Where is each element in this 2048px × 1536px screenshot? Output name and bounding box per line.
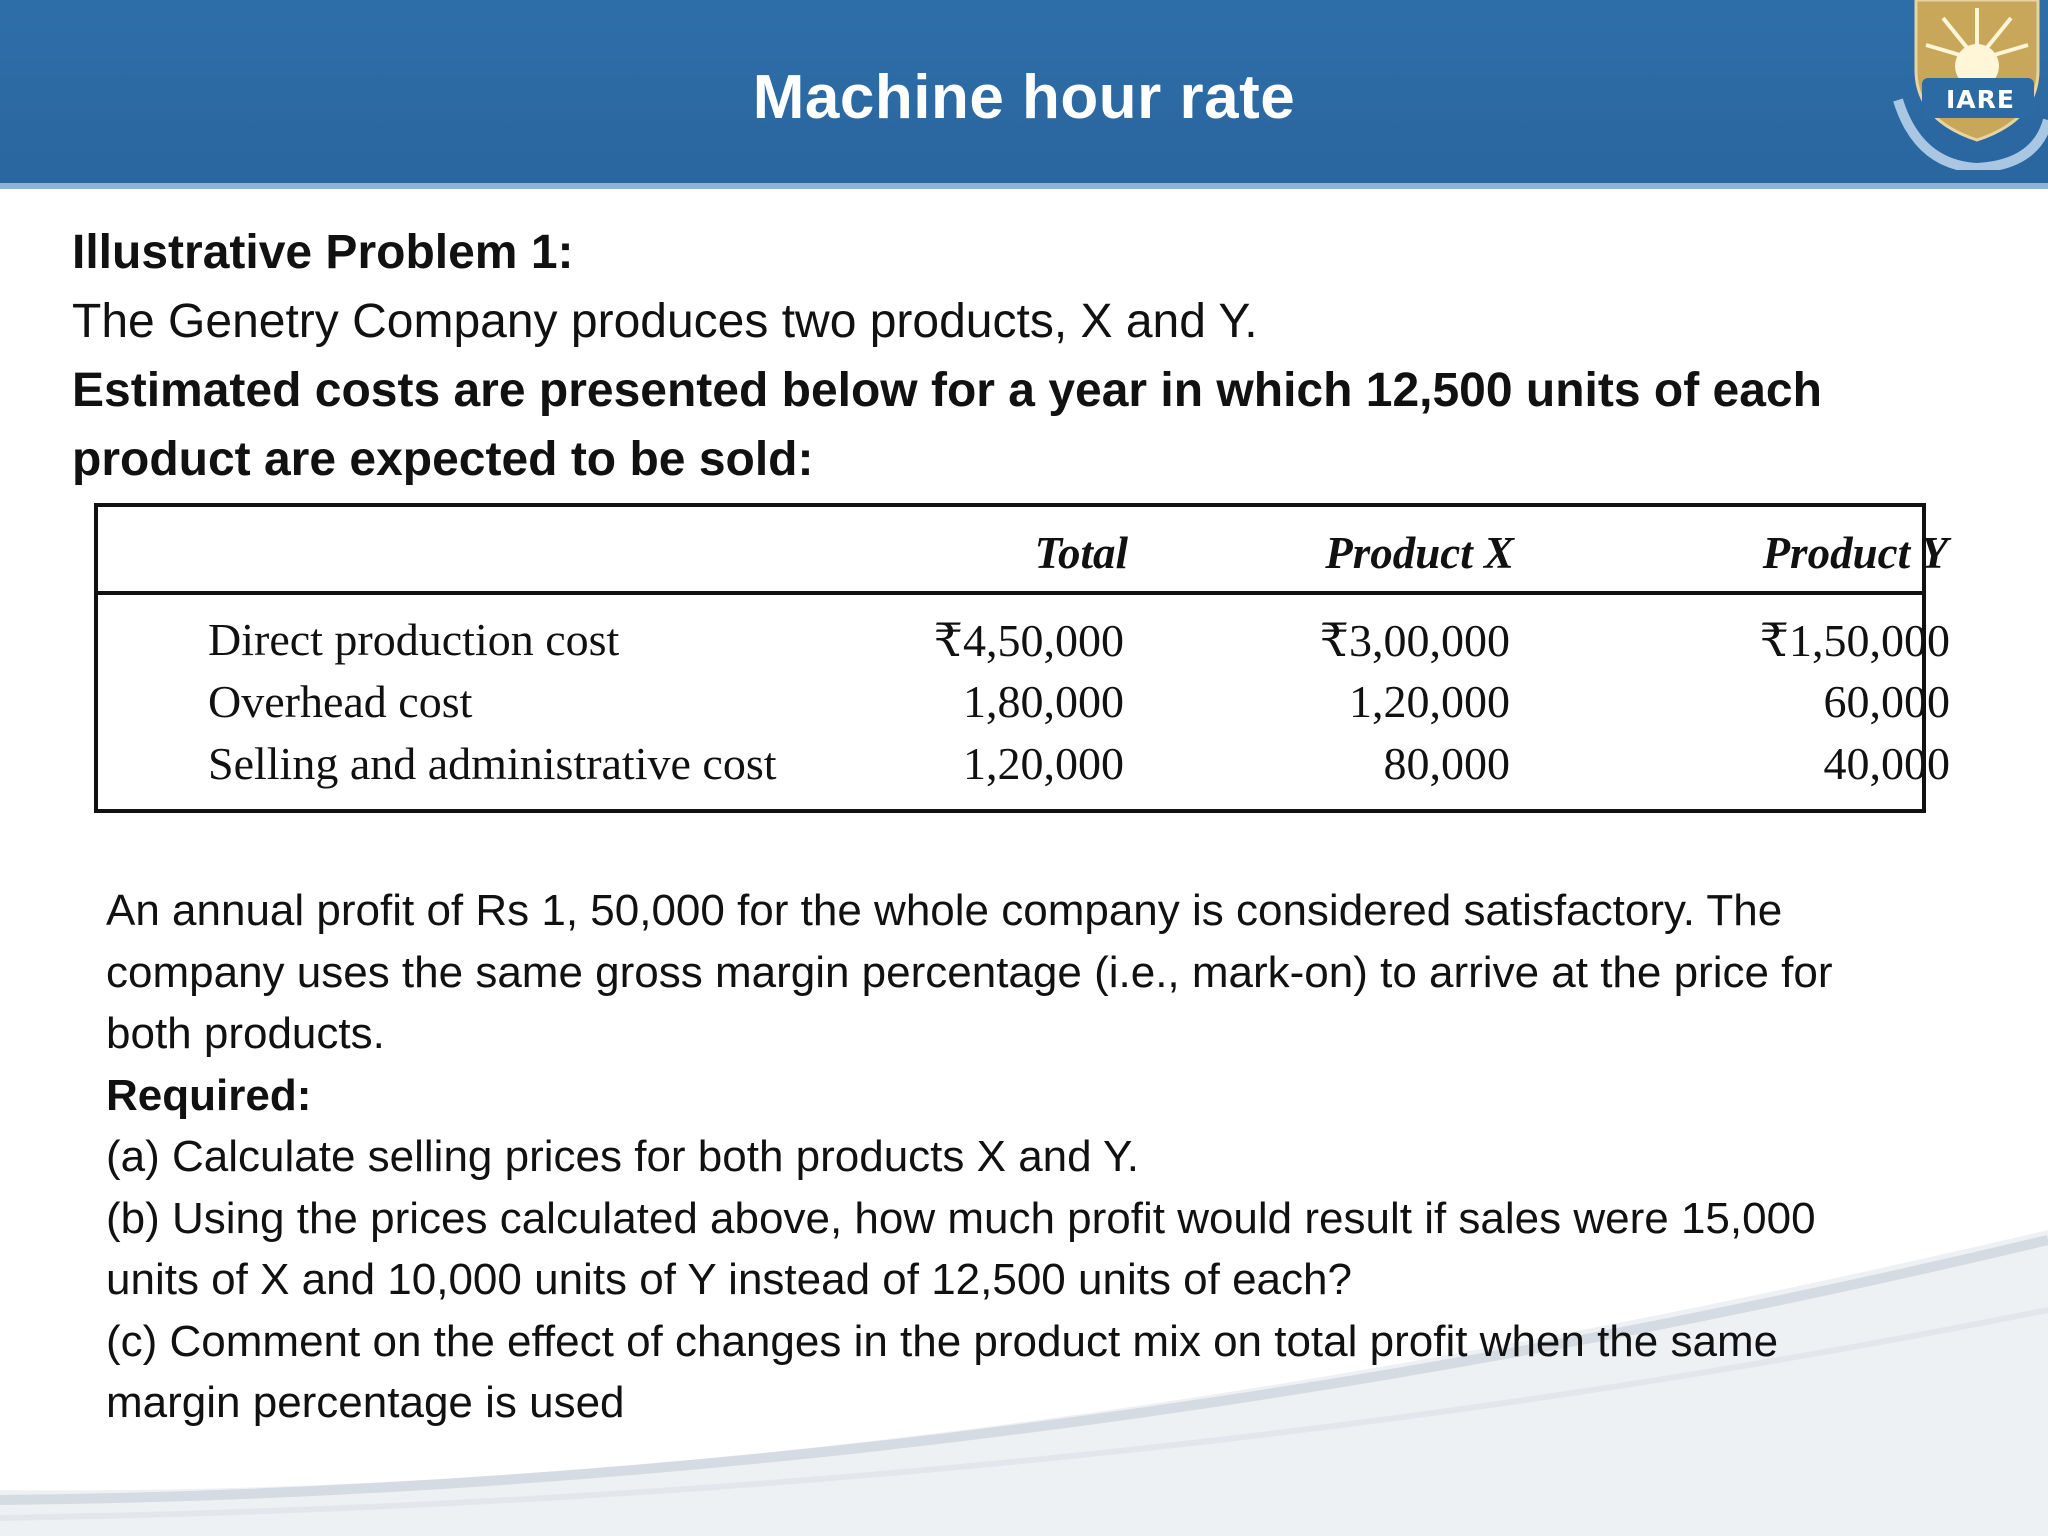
cell-product-x: 1,20,000 bbox=[1349, 676, 1510, 727]
slide-header: Machine hour rate bbox=[0, 0, 2048, 189]
cost-table: Total Product X Product Y Direct product… bbox=[94, 503, 1950, 813]
cell-total: 1,20,000 bbox=[963, 738, 1124, 789]
intro-line: The Genetry Company produces two product… bbox=[72, 295, 1258, 348]
problem-heading: Illustrative Problem 1: bbox=[72, 226, 574, 279]
table-row: Selling and administrative cost 1,20,000… bbox=[98, 737, 1950, 799]
slide-title: Machine hour rate bbox=[752, 63, 1296, 132]
cell-product-y: 40,000 bbox=[1823, 738, 1951, 789]
problem-intro: Illustrative Problem 1: The Genetry Comp… bbox=[72, 218, 1972, 494]
question-a: (a) Calculate selling prices for both pr… bbox=[106, 1132, 1139, 1181]
body-line: An annual profit of Rs 1, 50,000 for the… bbox=[106, 886, 1783, 935]
table-header: Total Product X Product Y bbox=[98, 507, 1948, 595]
logo-text: IARE bbox=[1946, 85, 2015, 114]
column-header-total: Total bbox=[1034, 528, 1128, 578]
decorative-swoosh bbox=[0, 1230, 2048, 1536]
cell-product-y: 60,000 bbox=[1823, 676, 1951, 727]
cell-total: ₹4,50,000 bbox=[933, 615, 1124, 666]
question-b: (b) Using the prices calculated above, h… bbox=[106, 1193, 1816, 1243]
question-b: units of X and 10,000 units of Y instead… bbox=[106, 1255, 1352, 1304]
intro-line: product are expected to be sold: bbox=[72, 433, 814, 486]
cell-total: 1,80,000 bbox=[963, 676, 1124, 727]
problem-body: An annual profit of Rs 1, 50,000 for the… bbox=[106, 880, 1986, 1434]
table-row: Overhead cost 1,80,000 1,20,000 60,000 bbox=[98, 675, 1950, 737]
cell-product-x: ₹3,00,000 bbox=[1319, 615, 1510, 666]
iare-emblem-icon bbox=[1893, 0, 2048, 170]
question-c: margin percentage is used bbox=[106, 1378, 625, 1427]
row-label: Direct production cost bbox=[208, 614, 620, 665]
body-line: both products. bbox=[106, 1009, 385, 1058]
table-row: Direct production cost ₹4,50,000 ₹3,00,0… bbox=[98, 613, 1950, 675]
cell-product-x: 80,000 bbox=[1383, 738, 1511, 789]
question-c: (c) Comment on the effect of changes in … bbox=[106, 1316, 1779, 1366]
row-label: Selling and administrative cost bbox=[208, 738, 777, 789]
column-header-product-x: Product X bbox=[1325, 528, 1514, 578]
cell-product-y: ₹1,50,000 bbox=[1759, 615, 1950, 666]
required-heading: Required: bbox=[106, 1070, 312, 1120]
body-line: company uses the same gross margin perce… bbox=[106, 947, 1833, 997]
row-label: Overhead cost bbox=[208, 676, 473, 727]
intro-line: Estimated costs are presented below for … bbox=[72, 364, 1822, 417]
column-header-product-y: Product Y bbox=[1762, 528, 1948, 578]
